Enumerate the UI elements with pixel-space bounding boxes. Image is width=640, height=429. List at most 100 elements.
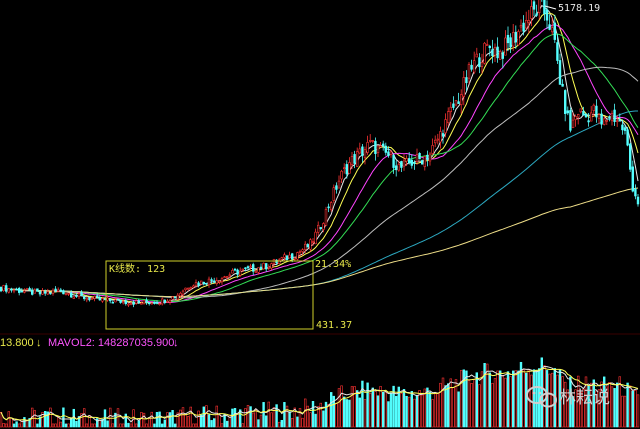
selection-box[interactable] (105, 260, 314, 330)
candle-body (51, 289, 55, 294)
volume-bar (478, 384, 481, 428)
volume-bar (428, 391, 432, 428)
candle (550, 16, 554, 36)
candle-body (324, 209, 328, 226)
candle-body (124, 300, 128, 305)
candle (488, 44, 491, 57)
candle-body (475, 53, 478, 58)
volume-bar (96, 418, 99, 428)
candle-body (506, 34, 510, 44)
candle (64, 293, 68, 296)
volume-bar (241, 423, 244, 428)
candle-body (311, 241, 315, 243)
candle (200, 280, 203, 285)
volume-bar (67, 423, 70, 428)
candle-body (226, 276, 229, 278)
box-count-label: K线数: 123 (109, 262, 165, 275)
candle-body (129, 302, 133, 305)
candle-body (109, 298, 112, 302)
candle-body (332, 187, 335, 201)
candle (496, 37, 499, 63)
candle-body (111, 301, 115, 304)
candle (548, 14, 551, 31)
candle-body (49, 292, 52, 295)
candle-body (576, 114, 580, 118)
candle-body (509, 37, 512, 48)
volume-bar (602, 376, 606, 428)
candle-body (301, 249, 304, 252)
volume-bar (75, 420, 78, 428)
candle-body (342, 167, 346, 170)
candle (43, 289, 47, 296)
candle (426, 150, 429, 167)
volume-bar (524, 372, 528, 428)
candle (135, 299, 138, 305)
candle (181, 289, 185, 298)
volume-bar (363, 399, 367, 428)
candle (166, 298, 169, 303)
volume-bar (636, 394, 640, 428)
candle-body (148, 302, 151, 305)
candle (5, 283, 8, 294)
candle (119, 299, 122, 304)
candle (145, 297, 148, 305)
candle-body (605, 120, 609, 122)
volume-bar (615, 382, 619, 428)
candle (301, 248, 304, 256)
volume-bar (337, 388, 341, 428)
candle (283, 252, 286, 262)
watermark-name: 林耘说 (559, 388, 610, 408)
candle (576, 113, 580, 125)
candle-body (298, 251, 302, 254)
candle (213, 277, 216, 283)
candle (109, 298, 112, 304)
volume-bar (350, 386, 354, 428)
candle (415, 148, 419, 166)
candle-body (371, 140, 374, 142)
volume-bar (12, 423, 16, 428)
candle-body (420, 160, 424, 165)
candle-body (485, 44, 489, 46)
candle-body (200, 280, 203, 285)
candle-body (327, 206, 330, 209)
candle-body (270, 263, 273, 269)
candle-body (264, 263, 268, 270)
candle-body (288, 254, 291, 259)
candle-body (2, 285, 5, 291)
candle-body (215, 280, 218, 285)
volume-bar (215, 405, 218, 428)
volume-bar (514, 370, 518, 428)
volume-bar (64, 423, 68, 428)
candle-body (587, 120, 590, 123)
candle (161, 297, 164, 306)
candle-body (582, 110, 585, 116)
candle (589, 106, 593, 122)
candle (394, 160, 398, 177)
candle (532, 0, 536, 17)
candle-body (571, 119, 575, 128)
volume-bar (10, 417, 13, 428)
candle-body (137, 300, 140, 303)
candle (20, 288, 23, 293)
candle (400, 160, 403, 173)
volume-bar (485, 363, 489, 428)
candle (613, 103, 616, 127)
candle-body (25, 288, 29, 291)
volume-bar (327, 403, 330, 428)
candle-body (38, 291, 42, 295)
candle-body (116, 298, 120, 301)
candle-body (454, 100, 458, 106)
candle (220, 276, 224, 285)
candle-body (439, 131, 442, 143)
candle-body (153, 301, 156, 304)
candle (155, 300, 159, 305)
candle-body (561, 83, 564, 87)
candle-body (636, 196, 640, 205)
volume-bar (483, 362, 486, 428)
candle-body (363, 149, 367, 158)
candle-body (140, 302, 143, 305)
candle (306, 243, 309, 248)
candle (439, 126, 442, 149)
volume-bar (184, 414, 187, 428)
candle (41, 287, 44, 296)
